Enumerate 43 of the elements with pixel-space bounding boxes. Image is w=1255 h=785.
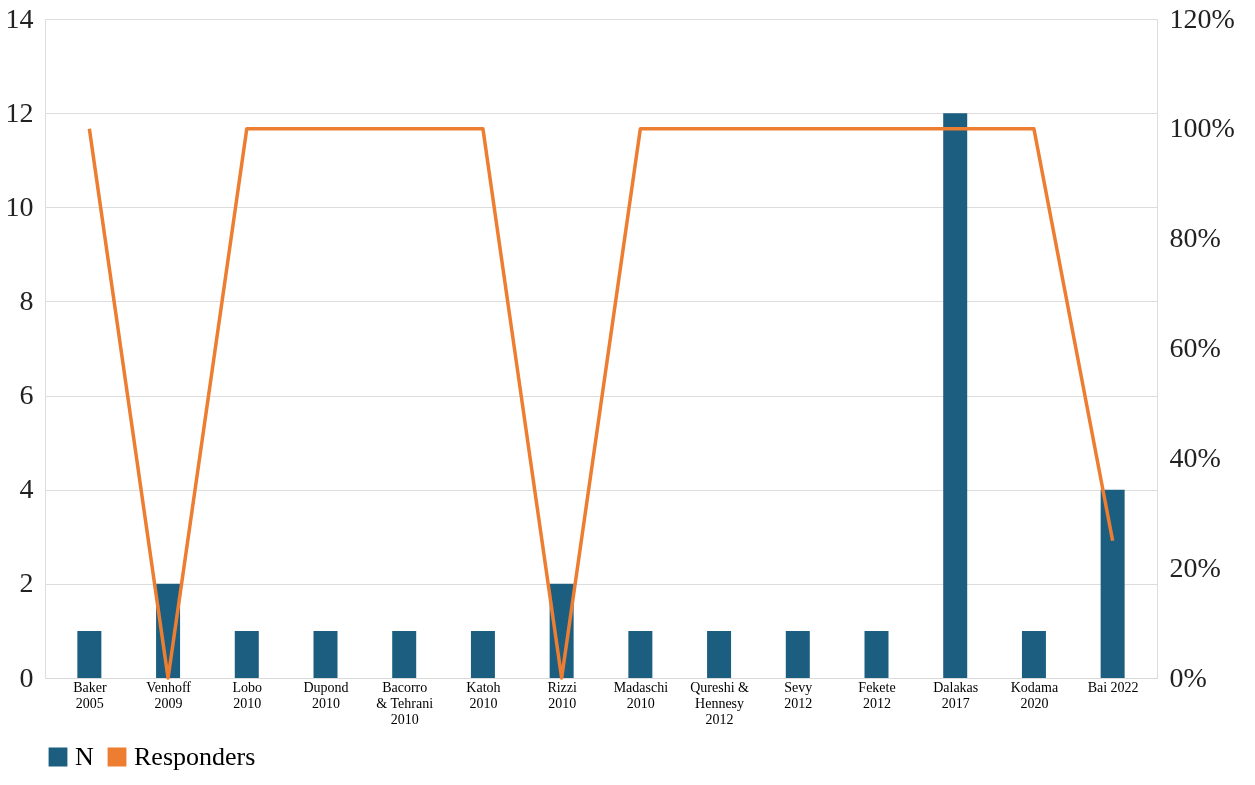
y2-tick-label: 60%	[1169, 332, 1221, 363]
bar	[785, 630, 810, 678]
x-tick-label: Bacorro & Tehrani 2010	[376, 679, 434, 727]
legend-label: N	[75, 742, 94, 771]
y2-tick-label: 100%	[1169, 112, 1235, 144]
y-tick-label: 2	[19, 567, 34, 599]
x-tick-label: Katoh 2010	[466, 679, 501, 711]
x-tick-label: Qureshi & Hennesy 2012	[690, 679, 750, 727]
x-tick-label: Lobo 2010	[232, 679, 263, 711]
y2-tick-label: 20%	[1169, 551, 1221, 583]
x-tick-label: Sevy 2012	[784, 679, 813, 711]
bar	[707, 630, 732, 678]
y2-tick-label: 80%	[1169, 222, 1221, 254]
x-tick-label: Dalakas 2017	[933, 679, 979, 711]
y-tick-label: 14	[5, 2, 34, 34]
x-tick-label: Madaschi 2010	[613, 679, 669, 711]
x-tick-label: Bai 2022	[1087, 679, 1139, 695]
x-tick-label: Fekete 2012	[858, 679, 896, 711]
y2-tick-label: 120%	[1169, 2, 1235, 34]
bar	[1100, 489, 1125, 678]
bar	[943, 113, 968, 678]
y-tick-label: 12	[5, 96, 34, 128]
y-tick-label: 4	[19, 473, 34, 505]
bar	[864, 630, 889, 678]
bar	[77, 630, 102, 678]
legend-label: Responders	[134, 742, 256, 771]
y2-tick-label: 40%	[1169, 441, 1221, 473]
x-tick-label: Dupond 2010	[303, 679, 349, 711]
x-tick-label: Kodama 2020	[1010, 679, 1059, 711]
y-tick-label: 0	[19, 661, 34, 693]
y-tick-label: 10	[5, 190, 34, 222]
bar	[628, 630, 653, 678]
x-tick-label: Baker 2005	[73, 679, 107, 711]
y-tick-label: 6	[19, 379, 34, 411]
bar	[313, 630, 338, 678]
bar	[392, 630, 417, 678]
y-tick-label: 8	[19, 284, 34, 316]
bar	[1021, 630, 1046, 678]
x-tick-label: Rizzi 2010	[547, 679, 578, 711]
bar	[234, 630, 259, 678]
bar	[470, 630, 495, 678]
x-tick-label: Venhoff 2009	[146, 679, 192, 711]
y2-tick-label: 0%	[1169, 661, 1207, 693]
